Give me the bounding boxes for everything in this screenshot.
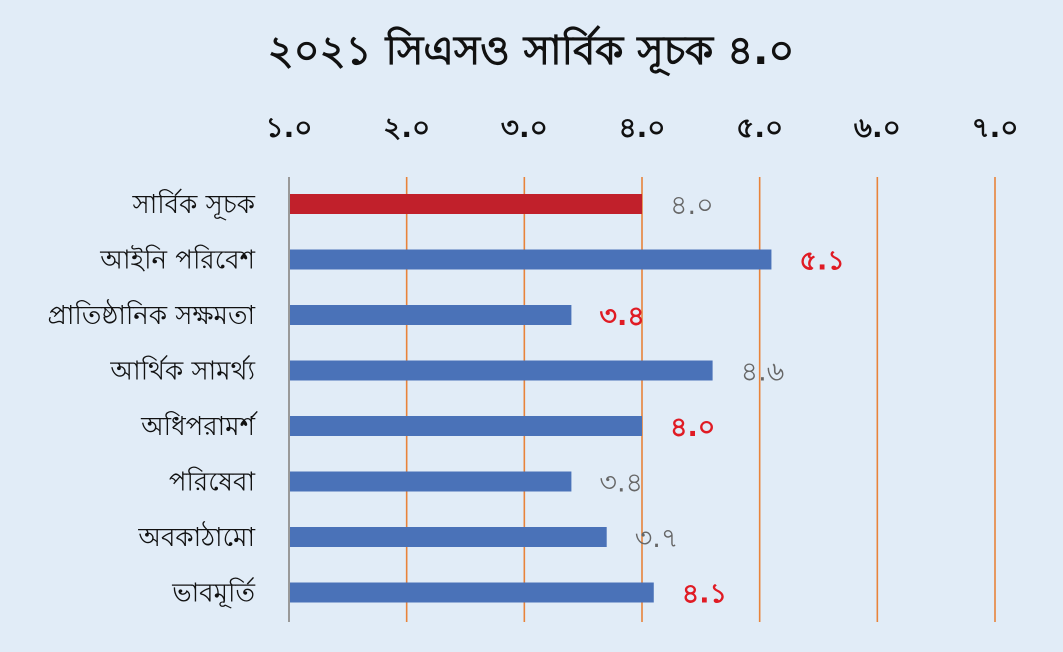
- category-label-7: ভাবমূর্তি: [171, 578, 255, 609]
- data-label-6: ৩.৭: [635, 523, 679, 554]
- category-label-5: পরিষেবা: [169, 467, 256, 498]
- data-label-5: ৩.৪: [599, 468, 643, 499]
- category-label-2: প্রাতিষ্ঠানিক সক্ষমতা: [47, 299, 255, 331]
- category-label-3: আর্থিক সামর্থ্য: [109, 356, 255, 387]
- category-label-0: সার্বিক সূচক: [132, 189, 256, 220]
- category-label-1: আইনি পরিবেশ: [99, 245, 255, 276]
- bar-3: [290, 360, 713, 381]
- x-axis-tick-labels: ১.০ ২.০ ৩.০ ৪.০ ৫.০ ৬.০ ৭.০: [265, 111, 1018, 144]
- x-tick-label-5: ৬.০: [854, 111, 901, 144]
- data-label-0: ৪.০: [670, 190, 714, 221]
- bar-1: [290, 249, 772, 270]
- data-label-1: ৫.১: [799, 246, 844, 277]
- data-label-3: ৪.৬: [741, 357, 785, 388]
- x-tick-label-0: ১.০: [265, 111, 312, 144]
- bar-5: [290, 471, 572, 492]
- category-label-4: অধিপরামর্শ: [140, 411, 258, 442]
- x-tick-label-3: ৪.০: [618, 111, 665, 144]
- data-label-2: ৩.৪: [599, 301, 644, 332]
- grid-lines: [288, 177, 996, 622]
- bar-6: [290, 527, 607, 547]
- bar-7: [290, 582, 654, 603]
- data-label-4: ৪.০: [670, 412, 715, 443]
- category-label-6: অবকাঠামো: [137, 521, 255, 553]
- data-label-7: ৪.১: [682, 579, 727, 610]
- x-tick-label-1: ২.০: [383, 111, 430, 144]
- x-tick-label-6: ৭.০: [971, 111, 1018, 144]
- bars: [290, 194, 772, 603]
- category-labels: সার্বিক সূচক আইনি পরিবেশ প্রাতিষ্ঠানিক সক্…: [47, 189, 258, 609]
- x-tick-label-2: ৩.০: [501, 111, 548, 144]
- bar-2: [290, 305, 572, 325]
- bar-0: [290, 194, 642, 214]
- x-tick-label-4: ৫.০: [736, 111, 783, 144]
- data-labels: ৪.০ ৫.১ ৩.৪ ৪.৬ ৪.০ ৩.৪ ৩.৭৪.১: [599, 190, 844, 610]
- bar-4: [290, 416, 642, 436]
- chart-title: ২০২১ সিএসও সার্বিক সূচক ৪.০: [268, 25, 795, 76]
